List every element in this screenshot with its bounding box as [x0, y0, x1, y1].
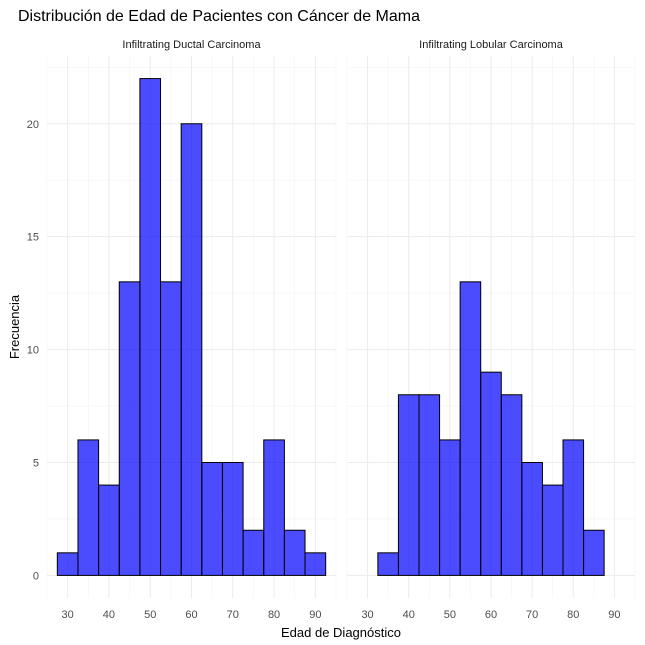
x-tick-label: 30 — [62, 609, 74, 621]
x-tick-label: 70 — [227, 609, 239, 621]
x-tick-label: 70 — [526, 609, 538, 621]
x-tick-label: 40 — [103, 609, 115, 621]
y-axis-title: Frecuencia — [7, 294, 22, 359]
x-tick-label: 90 — [309, 609, 321, 621]
histogram-bar — [77, 439, 100, 576]
histogram-bar — [118, 281, 141, 576]
y-tick-label: 0 — [33, 570, 39, 582]
histogram-bar — [283, 529, 306, 576]
histogram-bar — [98, 484, 120, 576]
x-tick-label: 80 — [268, 609, 280, 621]
histogram-bar — [418, 394, 441, 576]
x-tick-label: 60 — [185, 609, 197, 621]
x-tick-label: 40 — [403, 609, 415, 621]
histogram-bar — [139, 78, 162, 576]
histogram-bar — [562, 439, 585, 576]
y-tick-label: 10 — [27, 345, 39, 357]
histogram-bar — [201, 462, 223, 576]
x-tick-label: 80 — [567, 609, 579, 621]
histogram-bar — [480, 371, 502, 576]
x-tick-label: 50 — [144, 609, 156, 621]
histogram-bar — [459, 281, 482, 576]
facet-label: Infiltrating Lobular Carcinoma — [419, 39, 564, 51]
histogram-bar — [500, 394, 523, 576]
y-tick-label: 15 — [27, 232, 39, 244]
y-tick-label: 20 — [27, 119, 39, 131]
histogram-bar — [541, 484, 564, 576]
facet-panel-1: Infiltrating Ductal Carcinoma 30 40 50 60 70 8… — [46, 39, 337, 621]
chart-title: Distribución de Edad de Pacientes con Cá… — [18, 8, 420, 25]
y-tick-label: 5 — [33, 458, 39, 470]
histogram-bar — [263, 439, 285, 576]
histogram-bar — [397, 394, 420, 576]
x-tick-label: 90 — [608, 609, 620, 621]
histogram-bar — [160, 281, 182, 576]
x-tick-label: 60 — [485, 609, 497, 621]
histogram-bar — [242, 529, 265, 576]
histogram-bar — [377, 552, 399, 576]
facet-label: Infiltrating Ductal Carcinoma — [122, 39, 261, 51]
x-axis-title: Edad de Diagnóstico — [281, 625, 401, 640]
histogram-bar — [521, 462, 543, 576]
histogram-bar — [304, 552, 327, 576]
histogram-bar — [180, 123, 203, 576]
histogram-bar — [583, 529, 605, 576]
facet-panel-2: Infiltrating Lobular Carcinoma 30 40 50 60 70… — [346, 39, 636, 621]
histogram-bar — [221, 462, 244, 576]
histogram-bar — [439, 439, 461, 576]
histogram-bar — [56, 552, 79, 576]
x-tick-label: 50 — [444, 609, 456, 621]
x-tick-label: 30 — [361, 609, 373, 621]
